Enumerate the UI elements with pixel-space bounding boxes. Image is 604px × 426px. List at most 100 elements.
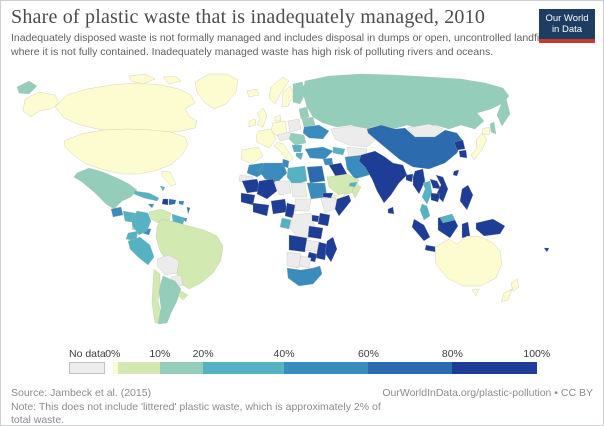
legend-bin-0-10[interactable] [117,362,160,374]
country-greece[interactable] [295,152,304,161]
country-cambodia[interactable] [430,192,441,203]
country-bangladesh[interactable] [405,173,414,183]
country-france[interactable] [255,128,277,149]
country-uae[interactable] [348,181,358,188]
country-iceland[interactable] [246,88,260,98]
country-nigeria[interactable] [270,198,288,215]
country-ivory-coast-ghana[interactable] [252,202,270,217]
country-myanmar[interactable] [412,168,426,195]
country-syria[interactable] [322,157,334,166]
country-south-africa[interactable] [286,265,323,287]
country-japan-hokkaido[interactable] [481,126,491,136]
legend-bin-10-20[interactable] [159,362,204,374]
country-thailand[interactable] [421,180,433,205]
country-tanzania[interactable] [307,225,324,240]
country-canada-arctic2[interactable] [162,75,182,85]
country-finland[interactable] [292,81,307,105]
country-mexico[interactable] [73,167,138,210]
country-guatemala[interactable] [110,206,124,218]
country-south-sudan-car[interactable] [294,198,312,212]
country-puerto-rico[interactable] [178,200,185,206]
legend-bin-0[interactable] [112,362,118,374]
country-sri-lanka[interactable] [387,206,395,215]
country-mali[interactable] [256,178,278,200]
country-libya[interactable] [286,165,308,186]
country-russia[interactable] [302,73,510,130]
country-us-florida[interactable] [161,170,177,187]
country-niger[interactable] [274,180,292,196]
country-sweden[interactable] [281,85,295,108]
country-madagascar[interactable] [324,236,338,263]
legend-no-data-swatch[interactable] [69,362,105,374]
country-caucasus[interactable] [332,146,346,156]
country-bolivia[interactable] [156,254,180,276]
country-alaska[interactable] [22,91,60,118]
country-india[interactable] [358,150,408,204]
country-haiti[interactable] [161,198,169,206]
country-angola[interactable] [288,234,308,253]
legend-bin-60-80[interactable] [368,362,453,374]
country-japan[interactable] [470,132,488,161]
country-indonesia-sumatra[interactable] [411,218,431,242]
country-north-korea[interactable] [453,139,466,151]
country-gabon[interactable] [279,217,292,230]
country-new-zealand-south[interactable] [500,288,513,303]
country-ukraine[interactable] [302,124,330,140]
country-canada[interactable] [54,82,198,134]
country-cuba[interactable] [133,190,160,202]
country-uganda[interactable] [311,214,320,223]
country-somalia[interactable] [334,194,352,217]
country-united-kingdom[interactable] [256,107,268,128]
country-uruguay[interactable] [177,290,189,301]
country-lesser-antilles[interactable] [186,206,191,215]
country-greenland[interactable] [194,73,239,110]
country-indonesia-sulawesi[interactable] [461,221,471,239]
country-colombia[interactable] [131,210,152,236]
country-fiji[interactable] [543,247,550,253]
country-ireland[interactable] [248,118,257,128]
country-egypt[interactable] [306,165,326,184]
country-namibia[interactable] [286,251,302,269]
country-baltics[interactable] [298,106,310,120]
country-peru[interactable] [127,236,155,266]
country-malaysia-borneo[interactable] [439,213,456,224]
country-balkans[interactable] [291,144,303,153]
country-spain-portugal[interactable] [240,146,264,165]
country-poland[interactable] [287,118,302,133]
owid-logo[interactable]: Our World in Data [539,9,595,43]
legend-bin-80-100[interactable] [452,362,537,374]
country-canada-arctic1[interactable] [128,73,156,85]
country-turkey[interactable] [304,146,334,160]
country-brazil[interactable] [155,218,224,290]
legend-bin-40-60[interactable] [284,362,369,374]
legend-no-data[interactable]: No data [69,348,106,374]
country-australia[interactable] [434,235,503,287]
country-chad[interactable] [290,182,308,198]
country-bahamas[interactable] [159,185,166,192]
footer-link[interactable]: OurWorldInData.org/plastic-pollution • C… [382,387,593,399]
country-belarus[interactable] [301,116,316,128]
country-mozambique[interactable] [315,241,328,261]
country-taiwan[interactable] [452,169,460,177]
country-romania-hungary[interactable] [288,132,307,146]
country-eritrea[interactable] [322,192,334,199]
country-argentina[interactable] [157,275,182,325]
country-russia-kamchatka[interactable] [496,97,511,127]
country-malaysia-peninsula[interactable] [419,203,431,221]
country-tasmania[interactable] [471,288,480,297]
legend-bin-20-40[interactable] [203,362,285,374]
country-philippines[interactable] [459,184,474,211]
country-botswana[interactable] [298,255,312,269]
country-kazakhstan[interactable] [330,125,378,148]
country-new-zealand-north[interactable] [510,278,520,292]
country-russia-sakhalin[interactable] [489,121,497,135]
country-russia-chukotka-west[interactable] [16,80,38,95]
country-kenya[interactable] [317,212,331,227]
country-denmark[interactable] [274,114,282,122]
country-south-korea[interactable] [458,149,468,159]
country-jamaica[interactable] [147,203,155,209]
country-dominican-republic[interactable] [168,198,177,206]
country-united-states[interactable] [63,128,189,175]
country-papua-new-guinea[interactable] [475,218,506,237]
country-zambia[interactable] [304,239,320,253]
